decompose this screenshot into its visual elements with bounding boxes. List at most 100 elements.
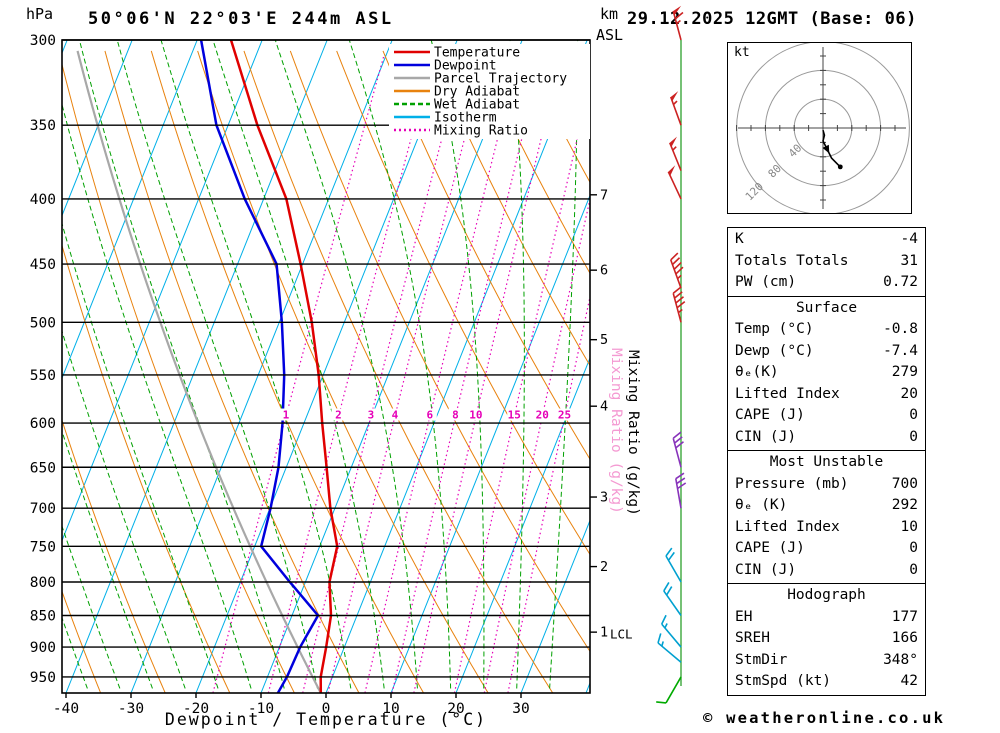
mixing-ratio-label-bg xyxy=(507,408,522,421)
temp-tick-label: 20 xyxy=(447,701,464,717)
stat-value: -7.4 xyxy=(883,342,918,359)
stat-label: θₑ(K) xyxy=(735,364,779,380)
stat-label: StmDir xyxy=(735,651,788,668)
isotherm-line xyxy=(195,40,458,693)
mixing-ratio-line xyxy=(391,54,543,693)
dry-adiabat-line xyxy=(150,50,425,693)
hodograph-panel: 40 80 120 kt xyxy=(727,42,912,214)
wet-adiabat-line xyxy=(509,40,525,689)
hodograph-ring-label: 40 xyxy=(786,142,805,161)
dry-adiabat-line xyxy=(62,590,102,693)
mixing-ratio-axis-label-pink: Mixing Ratio (g/kg) xyxy=(608,348,624,514)
wind-barb xyxy=(660,614,682,648)
wind-barb xyxy=(672,5,684,41)
xaxis-title: Dewpoint / Temperature (°C) xyxy=(164,710,488,729)
station-title: 50°06'N 22°03'E 244m ASL xyxy=(88,9,394,29)
wet-adiabat-line xyxy=(0,40,23,688)
mixing-ratio-label-bg xyxy=(535,408,550,421)
dry-adiabat-line xyxy=(104,50,360,693)
stat-label: Dewp (°C) xyxy=(735,342,814,359)
wet-adiabat-line xyxy=(160,40,352,689)
wet-adiabat-line xyxy=(116,40,318,689)
stat-value: 0 xyxy=(909,561,918,578)
stats-group-header: Hodograph xyxy=(787,587,866,603)
stat-row: EH 177 xyxy=(728,607,925,629)
km-tick-label: 1 xyxy=(600,625,608,641)
stat-value: 0.72 xyxy=(883,274,918,290)
mixing-ratio-line xyxy=(212,54,385,693)
stat-label: θₑ (K) xyxy=(735,497,788,513)
stats-group: Hodograph EH 177 SREH 166 StmDir 348° StmSpd (k… xyxy=(727,583,926,696)
stat-label: Pressure (mb) xyxy=(735,475,849,492)
wet-adiabat-line xyxy=(549,40,579,689)
stat-row: CIN (J) 0 xyxy=(728,427,925,449)
mixing-ratio-label-bg xyxy=(363,408,378,421)
legend-label: Dry Adiabat xyxy=(434,85,520,100)
legend-label: Temperature xyxy=(434,46,520,61)
stat-label: EH xyxy=(735,608,753,625)
stat-value: 31 xyxy=(900,252,918,269)
stat-row: Lifted Index 10 xyxy=(728,517,925,539)
skewt-chart: 1 2 3 4 6 8 10 15 20 25TemperatureDewpointParcel … xyxy=(0,5,687,717)
pressure-tick-label: 800 xyxy=(30,575,56,591)
pressure-tick-label: 600 xyxy=(30,416,56,432)
parcel-trajectory-curve xyxy=(76,50,322,693)
stat-row: Lifted Index 20 xyxy=(728,384,925,406)
pressure-tick-label: 750 xyxy=(30,539,56,555)
km-tick-label: 5 xyxy=(600,332,608,348)
temp-tick-label: 0 xyxy=(322,701,331,717)
pressure-tick-label: 700 xyxy=(30,501,56,517)
altitude-unit-label-asl: ASL xyxy=(596,26,624,44)
isotherm-line xyxy=(585,681,590,693)
mixing-ratio-label-bg xyxy=(468,408,483,421)
mixing-ratio-label: 25 xyxy=(558,409,571,422)
stats-group: Surface Temp (°C) -0.8 Dewp (°C) -7.4 θₑ(K) 27… xyxy=(727,295,926,451)
altitude-unit-label-km: km xyxy=(600,5,619,23)
isotherm-line xyxy=(62,40,263,542)
wind-barb xyxy=(669,91,682,126)
legend-label: Dewpoint xyxy=(434,59,497,74)
wind-barb xyxy=(672,286,686,323)
pressure-tick-label: 400 xyxy=(30,192,56,208)
mixing-ratio-label: 15 xyxy=(508,409,521,422)
stat-value: 42 xyxy=(900,673,918,689)
temp-tick-label: -30 xyxy=(118,701,144,717)
legend-label: Parcel Trajectory xyxy=(434,72,567,87)
legend-label: Mixing Ratio xyxy=(434,124,528,139)
stat-label: Lifted Index xyxy=(735,518,840,535)
isotherm-line xyxy=(62,40,133,217)
stat-row: θₑ (K) 292 xyxy=(728,495,925,517)
pressure-tick-label: 850 xyxy=(30,608,56,624)
mixing-ratio-label: 2 xyxy=(335,409,342,422)
temp-tick-label: -40 xyxy=(53,701,79,717)
temp-tick-label: -20 xyxy=(183,701,209,717)
lcl-label: LCL xyxy=(610,627,633,642)
stat-value: 292 xyxy=(891,497,918,513)
stat-value: -0.8 xyxy=(883,321,918,337)
stat-label: Temp (°C) xyxy=(735,321,814,337)
isotherm-line xyxy=(260,40,523,693)
stat-row: StmSpd (kt) 42 xyxy=(728,671,925,693)
stat-value: 0 xyxy=(909,428,918,445)
km-tick-label: 2 xyxy=(600,559,608,575)
mixing-ratio-label: 8 xyxy=(452,409,459,422)
stat-value: 166 xyxy=(891,630,918,646)
wind-barb xyxy=(665,547,682,583)
wet-adiabat-line xyxy=(62,616,88,689)
mixing-ratio-line xyxy=(364,54,520,693)
datetime-title: 29.12.2025 12GMT (Base: 06) xyxy=(627,9,917,29)
wind-barb xyxy=(667,165,682,200)
stat-row: Dewp (°C) -7.4 xyxy=(728,341,925,363)
mixing-ratio-line xyxy=(302,54,465,693)
pressure-tick-label: 950 xyxy=(30,670,56,686)
mixing-ratio-label: 3 xyxy=(368,409,375,422)
dry-adiabat-line xyxy=(475,50,590,275)
dry-adiabat-line xyxy=(382,50,590,461)
stat-row: CAPE (J) 0 xyxy=(728,405,925,427)
mixing-ratio-line xyxy=(267,54,434,693)
stat-label: CIN (J) xyxy=(735,561,797,578)
hodograph-trace-arrow xyxy=(822,144,830,154)
stat-label: CIN (J) xyxy=(735,428,797,445)
isotherm-line xyxy=(62,40,198,380)
dewpoint-curve xyxy=(199,40,320,693)
